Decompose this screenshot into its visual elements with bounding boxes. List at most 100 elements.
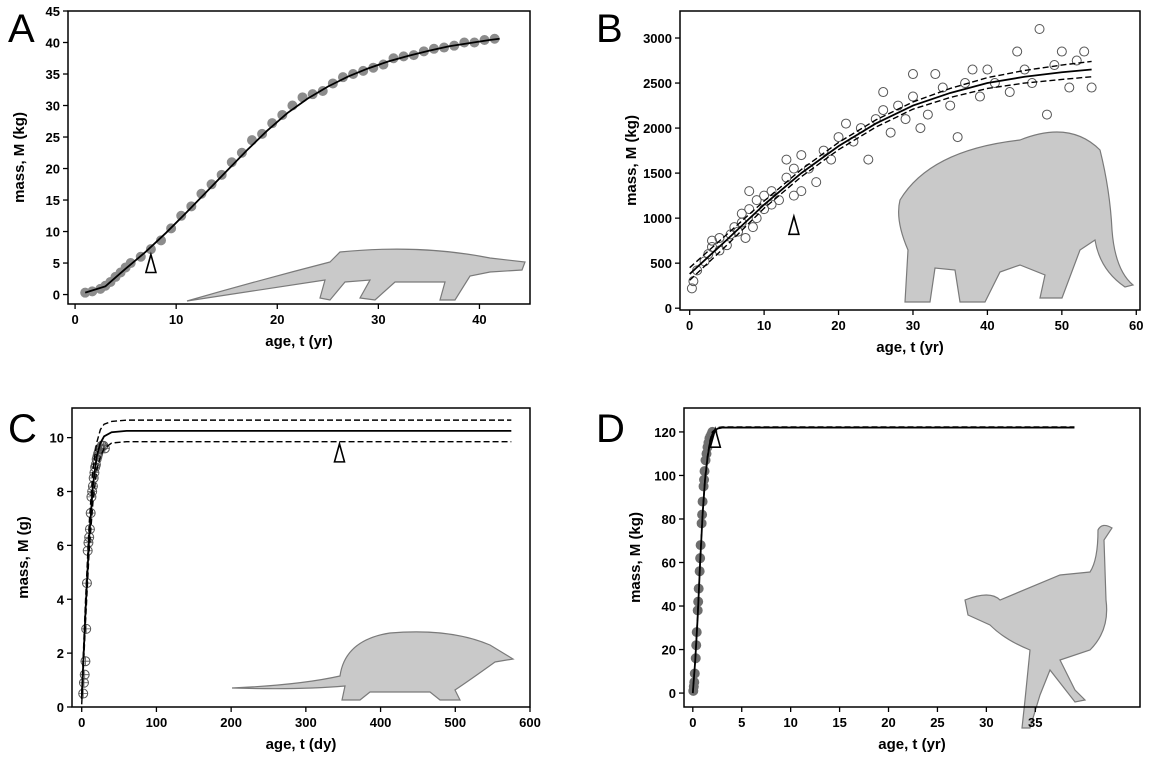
- x-tick-label: 35: [1028, 715, 1042, 730]
- panel: B 0 10 20 30 40 50 60 0 500 1000 1500 2000 2500 3000 ag…: [596, 7, 1144, 356]
- data-point: [156, 235, 167, 246]
- data-point: [907, 91, 918, 102]
- data-point: [863, 154, 874, 165]
- y-axis-label: mass, M (kg): [623, 115, 640, 206]
- panel-label: A: [8, 7, 35, 51]
- data-point: [747, 222, 758, 233]
- data-point: [788, 163, 799, 174]
- data-point: [714, 232, 725, 243]
- fit-line: [80, 429, 512, 699]
- y-tick-label: 5: [53, 256, 60, 271]
- point-cross: [81, 624, 91, 634]
- y-tick-label: 3000: [643, 31, 672, 46]
- x-tick-label: 30: [371, 312, 385, 327]
- x-tick-label: 40: [980, 318, 994, 333]
- data-point: [893, 100, 904, 111]
- data-point: [811, 177, 822, 188]
- x-tick-label: 5: [738, 715, 745, 730]
- x-tick-label: 10: [757, 318, 771, 333]
- data-point: [1079, 46, 1090, 57]
- y-tick-label: 0: [57, 700, 64, 715]
- data-point: [952, 132, 963, 143]
- crocodile-silhouette: [186, 248, 526, 302]
- panel: A 0 10 20 30 40 0 5 10 15 20 25 30 35 40 45 age, t (yr) m…: [8, 4, 531, 350]
- point-cross: [78, 689, 88, 699]
- data-point: [257, 128, 268, 139]
- y-tick-label: 80: [662, 512, 676, 527]
- data-point: [878, 105, 889, 116]
- data-point: [459, 37, 470, 48]
- x-tick-label: 30: [906, 318, 920, 333]
- inflection-marker: [144, 251, 157, 274]
- x-tick-label: 60: [1129, 318, 1143, 333]
- panel: D 0 5 10 15 20 25 30 35 0 20 40 60 80 100 120 age, t (yr…: [596, 407, 1141, 753]
- y-tick-label: 2: [57, 646, 64, 661]
- data-point: [967, 64, 978, 75]
- shrew-silhouette: [231, 631, 515, 701]
- y-axis-label: mass, M (kg): [11, 112, 28, 203]
- data-point: [930, 69, 941, 80]
- x-axis-label: age, t (dy): [266, 736, 337, 753]
- y-tick-label: 500: [650, 256, 672, 271]
- y-tick-label: 2000: [643, 121, 672, 136]
- y-tick-label: 0: [53, 288, 60, 303]
- confidence-line: [689, 76, 1092, 281]
- data-point: [974, 91, 985, 102]
- data-point: [744, 204, 755, 215]
- data-point: [773, 195, 784, 206]
- y-tick-label: 30: [46, 99, 60, 114]
- x-tick-label: 200: [220, 715, 242, 730]
- data-point: [744, 186, 755, 197]
- data-point: [1056, 46, 1067, 57]
- y-tick-label: 0: [669, 686, 676, 701]
- y-tick-label: 40: [662, 599, 676, 614]
- x-axis-label: age, t (yr): [265, 333, 333, 350]
- y-tick-label: 8: [57, 485, 64, 500]
- y-tick-label: 20: [46, 162, 60, 177]
- point-cross: [79, 678, 89, 688]
- y-tick-label: 4: [57, 592, 65, 607]
- data-point: [885, 127, 896, 138]
- panel: C 0 100 200 300 400 500 600 0 2 4 6 8 10 age, t (dy) ma…: [8, 407, 541, 753]
- panel-label: D: [596, 407, 625, 451]
- data-point: [1049, 60, 1060, 71]
- panel-label: C: [8, 407, 37, 451]
- x-tick-label: 20: [881, 715, 895, 730]
- data-point: [945, 100, 956, 111]
- confidence-line: [692, 426, 1075, 694]
- y-tick-label: 45: [46, 4, 60, 19]
- data-point: [960, 78, 971, 89]
- x-tick-label: 600: [519, 715, 541, 730]
- data-point: [1034, 24, 1045, 35]
- data-point: [176, 210, 187, 221]
- data-point: [900, 114, 911, 125]
- x-tick-label: 50: [1055, 318, 1069, 333]
- plot-frame: [679, 10, 1141, 311]
- panel-label: B: [596, 7, 623, 51]
- data-point: [686, 283, 697, 294]
- data-point: [922, 109, 933, 120]
- elephant-silhouette: [898, 131, 1135, 303]
- x-tick-label: 500: [444, 715, 466, 730]
- data-point: [781, 154, 792, 165]
- plot-frame: [67, 10, 531, 305]
- fit-line: [689, 68, 1092, 275]
- y-tick-label: 60: [662, 556, 676, 571]
- x-tick-label: 0: [78, 715, 85, 730]
- data-point: [796, 150, 807, 161]
- plot-frame: [71, 407, 531, 708]
- data-point: [1064, 82, 1075, 93]
- y-tick-label: 2500: [643, 76, 672, 91]
- data-point: [788, 190, 799, 201]
- data-point: [833, 132, 844, 143]
- x-tick-label: 300: [295, 715, 317, 730]
- data-point: [781, 172, 792, 183]
- data-point: [766, 199, 777, 210]
- point-cross: [80, 670, 90, 680]
- fit-line: [691, 426, 1075, 694]
- data-point: [907, 69, 918, 80]
- data-point: [1004, 87, 1015, 98]
- x-tick-label: 15: [832, 715, 846, 730]
- data-point: [1071, 55, 1082, 66]
